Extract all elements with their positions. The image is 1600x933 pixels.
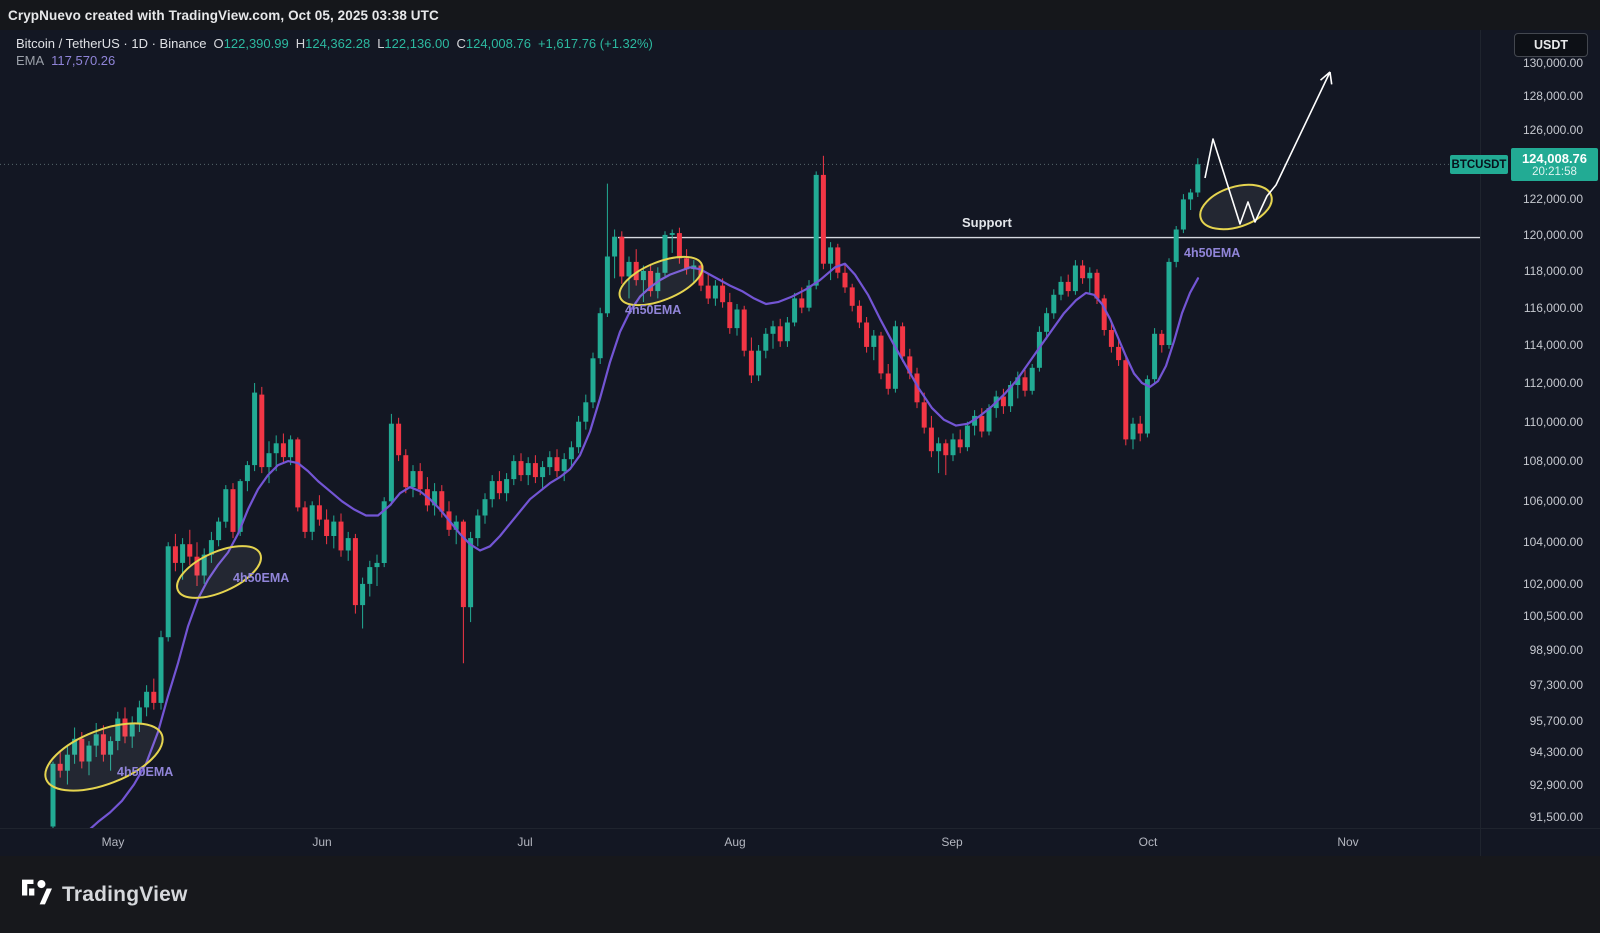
low-value: 122,136.00 [384, 36, 450, 51]
last-price-box: 124,008.76 20:21:58 [1511, 148, 1598, 181]
low-label: L [377, 36, 385, 51]
tradingview-logo-icon [22, 879, 52, 910]
x-axis-label: May [101, 835, 125, 849]
chart-pane[interactable]: Bitcoin / TetherUS · 1D · Binance O122,3… [0, 30, 1480, 828]
y-axis-label: 97,300.00 [1529, 678, 1583, 693]
change-value: +1,617.76 (+1.32%) [537, 36, 653, 51]
y-axis-label: 128,000.00 [1522, 89, 1583, 104]
support-drawing-label[interactable]: Support [962, 215, 1012, 230]
high-value: 124,362.28 [305, 36, 371, 51]
y-axis-label: 98,900.00 [1529, 643, 1583, 658]
y-axis-label: 112,000.00 [1523, 376, 1583, 391]
currency-toggle-button[interactable]: USDT [1514, 33, 1588, 57]
open-label: O [213, 36, 224, 51]
y-axis-label: 92,900.00 [1529, 777, 1583, 792]
chart-legend: Bitcoin / TetherUS · 1D · Binance O122,3… [16, 35, 653, 69]
ema-drawing-label[interactable]: 4h50EMA [1184, 246, 1241, 260]
y-axis-label: 114,000.00 [1523, 338, 1583, 353]
y-axis-label: 100,500.00 [1522, 608, 1583, 623]
last-price-symbol-tag: BTCUSDT [1450, 155, 1508, 174]
watermark-text: CrypNuevo created with TradingView.com, … [8, 7, 439, 23]
axis-corner [1480, 828, 1600, 857]
watermark-bar: CrypNuevo created with TradingView.com, … [0, 0, 1600, 31]
y-axis-label: 94,300.00 [1529, 745, 1583, 760]
close-value: 124,008.76 [465, 36, 531, 51]
time-axis[interactable]: May Jun Jul Aug Sep Oct Nov [0, 828, 1480, 857]
y-axis-label: 104,000.00 [1522, 535, 1583, 550]
last-price-value: 124,008.76 [1521, 150, 1588, 166]
y-axis-label: 116,000.00 [1523, 300, 1583, 315]
x-axis-label: Jul [517, 835, 533, 849]
x-axis-label: Oct [1138, 835, 1158, 849]
high-label: H [295, 36, 306, 51]
x-axis-label: Nov [1337, 835, 1359, 849]
x-axis-label: Jun [312, 835, 332, 849]
y-axis-label: 95,700.00 [1529, 713, 1583, 728]
close-label: C [456, 36, 466, 51]
y-axis-label: 102,000.00 [1522, 576, 1583, 591]
bar-countdown: 20:21:58 [1532, 165, 1577, 178]
symbol-title[interactable]: Bitcoin / TetherUS · 1D · Binance [16, 36, 207, 51]
x-axis-label: Aug [724, 835, 746, 849]
y-axis-label: 126,000.00 [1522, 123, 1583, 138]
y-axis-label: 118,000.00 [1523, 263, 1583, 278]
tradingview-brand-text: TradingView [62, 882, 188, 906]
y-axis-label: 122,000.00 [1522, 192, 1583, 207]
ema-indicator-label[interactable]: EMA [16, 53, 45, 68]
footer-bar: TradingView [0, 856, 1600, 933]
x-axis-label: Sep [941, 835, 963, 849]
ema-drawing-label[interactable]: 4h50EMA [233, 571, 290, 585]
y-axis-label: 108,000.00 [1522, 454, 1583, 469]
y-axis-label: 120,000.00 [1522, 227, 1583, 242]
y-axis-label: 110,000.00 [1523, 414, 1583, 429]
open-value: 122,390.99 [223, 36, 289, 51]
y-axis-label: 91,500.00 [1529, 810, 1583, 825]
y-axis-label: 106,000.00 [1522, 494, 1583, 509]
ema-drawing-label[interactable]: 4h50EMA [625, 303, 682, 317]
tradingview-brand[interactable]: TradingView [0, 879, 188, 910]
y-axis-label: 130,000.00 [1522, 56, 1583, 70]
ema-drawing-label[interactable]: 4h50EMA [117, 765, 174, 779]
ema-indicator-value: 117,570.26 [51, 53, 116, 68]
